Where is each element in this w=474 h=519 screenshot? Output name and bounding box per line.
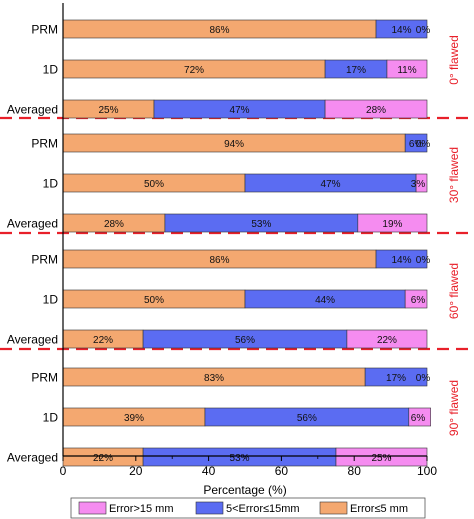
x-tick-label: 0: [60, 464, 67, 478]
legend-entry-label: Error≤5 mm: [350, 503, 408, 515]
segment-value-label: 19%: [382, 219, 402, 230]
bar-segment: [324, 99, 428, 119]
x-axis: 0 20 40 60 80 100 Percentage (%): [60, 3, 437, 497]
segment-value-label: 17%: [346, 65, 366, 76]
legend: Error>15 mm 5<Error≤15mm Error≤5 mm: [70, 497, 426, 519]
bar-segment: [357, 213, 428, 233]
group-label: 0° flawed: [447, 35, 461, 85]
segment-value-label: 72%: [184, 65, 204, 76]
category-label: PRM: [31, 253, 58, 267]
segment-value-label: 50%: [144, 295, 164, 306]
x-tick-label: 80: [348, 464, 362, 478]
segment-value-label: 6%: [409, 139, 424, 150]
segment-value-label: 86%: [210, 255, 230, 266]
segment-value-label: 25%: [98, 105, 118, 116]
segment-value-label: 22%: [93, 453, 113, 464]
category-label: PRM: [31, 23, 58, 37]
group-label: 60° flawed: [447, 263, 461, 319]
segment-value-label: 22%: [377, 335, 397, 346]
x-axis-label: Percentage (%): [203, 483, 286, 497]
category-label: Averaged: [7, 333, 58, 347]
x-tick-label: 40: [202, 464, 216, 478]
segment-value-label: 50%: [144, 179, 164, 190]
segment-value-label: 22%: [93, 335, 113, 346]
legend-swatch: [78, 501, 107, 515]
segment-value-label: 94%: [224, 139, 244, 150]
segment-value-label: 28%: [104, 219, 124, 230]
segment-value-label: 0%: [416, 25, 431, 36]
segment-value-label: 0%: [416, 139, 431, 150]
category-label: Averaged: [7, 451, 58, 465]
bar-segment: [375, 249, 428, 269]
bar-segment: [404, 133, 428, 153]
legend-swatch: [319, 501, 348, 515]
bar-segment: [404, 289, 428, 309]
segment-value-label: 86%: [210, 25, 230, 36]
category-label: 1D: [43, 177, 59, 191]
category-label: 1D: [43, 293, 59, 307]
bar-segment: [375, 19, 428, 39]
group-separators: [0, 116, 474, 351]
segment-value-label: 14%: [392, 255, 412, 266]
segment-value-label: 28%: [366, 105, 386, 116]
legend-swatch: [195, 501, 224, 515]
legend-entry-label: Error>15 mm: [109, 503, 174, 515]
bars-layer: [62, 19, 431, 467]
x-tick-label: 60: [275, 464, 289, 478]
category-label: PRM: [31, 137, 58, 151]
segment-value-label: 83%: [204, 373, 224, 384]
segment-value-label: 25%: [371, 453, 391, 464]
segment-value-label: 53%: [251, 219, 271, 230]
segment-value-label: 47%: [230, 105, 250, 116]
segment-value-label: 44%: [315, 295, 335, 306]
segment-value-label: 56%: [297, 413, 317, 424]
legend-entry-label: 5<Error≤15mm: [226, 503, 300, 515]
category-label: 1D: [43, 411, 59, 425]
bar-segment: [408, 407, 431, 427]
segment-value-label: 11%: [397, 65, 416, 76]
segment-value-label: 53%: [230, 453, 250, 464]
segment-labels-layer: 86% 14% 0%72% 17% 11%25% 47% 28%94% 6%0%50% 47% 3…: [93, 25, 430, 464]
category-label: PRM: [31, 371, 58, 385]
x-tick-label: 100: [417, 464, 437, 478]
category-label: Averaged: [7, 217, 58, 231]
group-label: 90° flawed: [447, 380, 461, 436]
segment-value-label: 6%: [411, 295, 426, 306]
segment-value-label: 56%: [235, 335, 255, 346]
group-labels-layer: 0° flawed 30° flawed 60° flawed 90° flawed: [447, 35, 461, 436]
group-label: 30° flawed: [447, 147, 461, 203]
bar-segment: [415, 173, 428, 193]
segment-value-label: 17%: [386, 373, 406, 384]
segment-value-label: 6%: [411, 413, 426, 424]
bar-segment: [364, 367, 428, 387]
segment-value-label: 14%: [392, 25, 412, 36]
bar-segment: [346, 329, 428, 349]
bar-segment: [386, 59, 428, 79]
category-label: 1D: [43, 63, 59, 77]
segment-value-label: 47%: [321, 179, 341, 190]
segment-value-label: 39%: [124, 413, 144, 424]
segment-value-label: 0%: [416, 373, 431, 384]
segment-value-label: 0%: [416, 255, 431, 266]
segment-value-label: 3%: [411, 179, 426, 190]
x-tick-label: 20: [129, 464, 143, 478]
category-label: Averaged: [7, 103, 58, 117]
category-labels-layer: PRM 1D Averaged PRM 1D Averaged PRM 1D Averaged P…: [7, 23, 58, 465]
